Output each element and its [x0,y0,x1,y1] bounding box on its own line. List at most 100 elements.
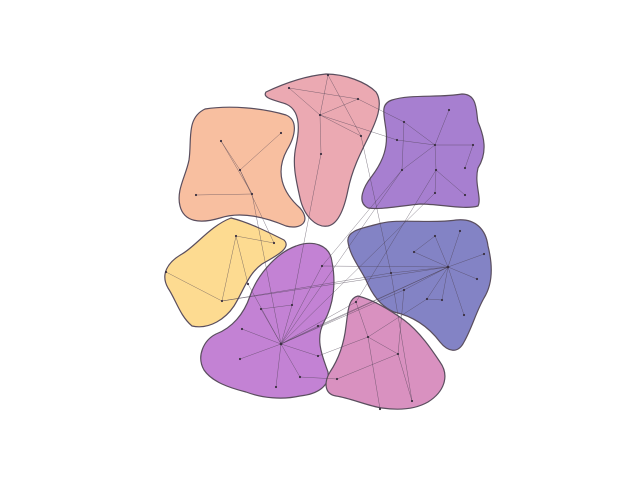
node [396,352,400,356]
edge [401,121,405,171]
edge [291,153,322,306]
edge [280,301,357,345]
node [458,229,462,233]
edge [280,289,405,345]
edge [426,266,449,300]
edge [275,343,282,388]
edge [319,114,362,137]
edge [327,74,362,137]
node [359,134,363,138]
edge [235,235,249,285]
edge [464,144,474,169]
node [279,342,283,346]
node [319,152,323,156]
edge [367,336,399,355]
node [462,313,466,317]
edge [280,343,301,378]
node [402,288,406,292]
node [412,250,416,254]
edge [401,144,436,171]
edge [247,283,282,345]
cluster-region-yellow [164,217,287,328]
edge [413,235,436,253]
edge [251,193,282,345]
node [446,265,450,269]
edge [241,328,282,345]
edge [195,193,253,196]
node [433,234,437,238]
edge [447,266,478,280]
edge [317,336,369,357]
cluster-region-violet [361,93,485,210]
node [238,357,242,361]
node [402,120,406,124]
node [219,139,223,143]
edge [360,135,392,274]
node [434,168,438,172]
edge [221,272,392,302]
edge [319,114,322,155]
edge [239,343,282,360]
node [246,282,250,286]
edge [221,235,237,302]
edge [397,289,405,355]
edge [280,304,293,345]
node [316,324,320,328]
node [250,192,254,196]
node [220,299,224,303]
edge [321,169,403,267]
cluster-region-peach [178,106,306,228]
edge [336,353,399,380]
edge [390,266,449,274]
node [389,271,393,275]
edge [220,140,241,171]
node [354,300,358,304]
edge [165,271,223,302]
edge [367,336,381,410]
node [440,298,444,302]
cluster-region-indigo [347,219,492,351]
edge [441,266,449,301]
node [287,86,291,90]
cluster-region-mauve [325,295,446,410]
edge [434,169,437,194]
edge [434,109,450,146]
node [410,399,414,403]
edge [280,343,319,357]
node [400,168,404,172]
edge [355,169,437,303]
edge [434,235,449,268]
edge [397,353,413,402]
node [433,143,437,147]
node [356,97,360,101]
node [482,252,486,256]
node [290,303,294,307]
edge [434,144,437,171]
node [298,375,302,379]
node [320,264,324,268]
node [240,327,244,331]
edge [321,265,449,268]
edge [260,304,293,310]
edge [317,266,449,327]
edge [280,192,436,345]
edge [280,265,323,345]
edge [319,114,398,141]
node [259,307,263,311]
node [279,131,283,135]
edge [447,230,461,268]
edge [413,251,449,268]
edge [235,235,275,244]
node [463,166,467,170]
edge [403,266,449,291]
edge [435,169,466,196]
edge [288,87,359,100]
node [326,73,330,77]
edge [280,169,403,345]
node [272,241,276,245]
edge [426,298,443,301]
cluster-region-purple [200,242,335,399]
node [335,377,339,381]
edge [239,169,275,244]
